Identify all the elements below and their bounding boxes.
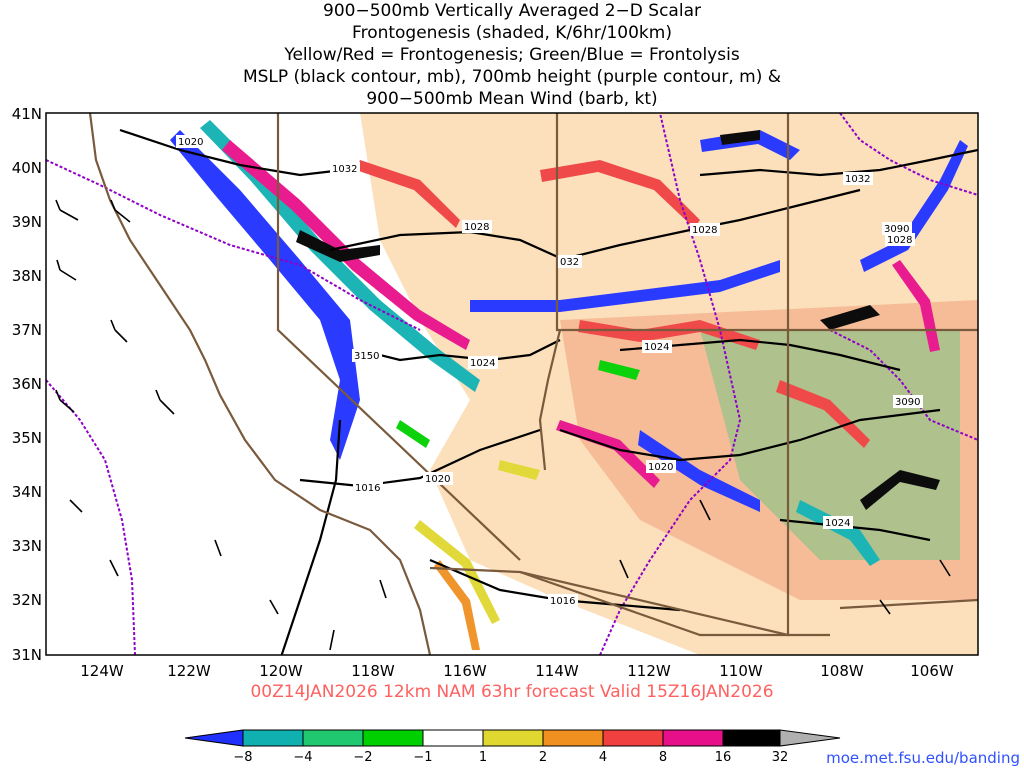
title-line-2: Frontogenesis (shaded, K/6hr/100km) xyxy=(352,23,672,43)
lon-label: 106W xyxy=(910,662,954,680)
forecast-valid-line: 00Z14JAN2026 12km NAM 63hr forecast Vali… xyxy=(250,682,774,702)
wind-barbs xyxy=(55,199,951,651)
colorbar-tick: 16 xyxy=(715,750,732,765)
contour-labels: 1020 1032 1028 032 1028 1032 3090 1028 3… xyxy=(176,135,923,607)
lat-label: 36N xyxy=(12,375,42,393)
lat-label: 33N xyxy=(12,537,42,555)
colorbar-segment xyxy=(662,729,724,747)
lon-label: 118W xyxy=(351,662,395,680)
colorbar-ticks: −8 −4 −2 −1 1 2 4 8 16 32 xyxy=(233,750,788,765)
contour-label: 3090 xyxy=(884,224,909,235)
contour-label: 1032 xyxy=(845,174,870,185)
lat-label: 31N xyxy=(12,646,42,664)
lon-label: 112W xyxy=(627,662,671,680)
colorbar-tick: 2 xyxy=(539,750,547,765)
lat-label: 38N xyxy=(12,267,42,285)
colorbar-tick: 4 xyxy=(599,750,607,765)
lon-label: 124W xyxy=(80,662,124,680)
colorbar-tick: −1 xyxy=(413,750,432,765)
colorbar-arrow-left xyxy=(184,729,244,747)
source-credit: moe.met.fsu.edu/banding xyxy=(826,749,1020,767)
colorbar-segment xyxy=(602,729,664,747)
contour-label: 1028 xyxy=(692,225,717,236)
colorbar-tick: −4 xyxy=(293,750,312,765)
lon-label: 122W xyxy=(167,662,211,680)
colorbar-segment xyxy=(422,729,484,747)
colorbar-segment xyxy=(362,729,424,747)
contour-label: 1024 xyxy=(470,358,495,369)
lon-label: 110W xyxy=(719,662,763,680)
colorbar-tick: 32 xyxy=(772,750,789,765)
title-line-1: 900−500mb Vertically Averaged 2−D Scalar xyxy=(323,1,701,21)
lon-label: 108W xyxy=(820,662,864,680)
contour-label: 3150 xyxy=(354,351,379,362)
lon-label: 120W xyxy=(259,662,303,680)
map-frame xyxy=(45,112,979,656)
title-line-3: Yellow/Red = Frontogenesis; Green/Blue =… xyxy=(284,45,740,65)
contour-label: 1016 xyxy=(550,596,575,607)
contour-label: 1028 xyxy=(464,222,489,233)
title-line-5: 900−500mb Mean Wind (barb, kt) xyxy=(366,89,658,109)
contour-label: 1024 xyxy=(825,518,850,529)
contour-label: 3090 xyxy=(895,397,920,408)
colorbar-tick: −8 xyxy=(233,750,252,765)
colorbar-segment xyxy=(302,729,364,747)
lat-label: 32N xyxy=(12,591,42,609)
contour-label: 1024 xyxy=(644,342,669,353)
longitude-labels: 124W 122W 120W 118W 116W 114W 112W 110W … xyxy=(80,662,954,680)
colorbar-segment xyxy=(542,729,604,747)
lat-label: 37N xyxy=(12,321,42,339)
lat-label: 35N xyxy=(12,429,42,447)
lon-label: 114W xyxy=(535,662,579,680)
lon-label: 116W xyxy=(443,662,487,680)
colorbar-segment xyxy=(482,729,544,747)
colorbar-tick: −2 xyxy=(353,750,372,765)
contour-label: 1020 xyxy=(178,137,203,148)
latitude-labels: 41N 40N 39N 38N 37N 36N 35N 34N 33N 32N … xyxy=(12,105,42,664)
contour-label: 1028 xyxy=(887,235,912,246)
contour-label: 032 xyxy=(560,257,579,268)
frontogenesis-shading xyxy=(170,113,978,655)
colorbar-segment xyxy=(242,729,304,747)
colorbar-arrow-right xyxy=(779,729,841,747)
contour-label: 1016 xyxy=(355,483,380,494)
lat-label: 34N xyxy=(12,483,42,501)
lat-label: 41N xyxy=(12,105,42,123)
contour-label: 1020 xyxy=(648,462,673,473)
colorbar-segment xyxy=(722,729,781,747)
colorbar: −8 −4 −2 −1 1 2 4 8 16 32 xyxy=(184,729,841,765)
height-contours xyxy=(46,113,978,655)
colorbar-tick: 8 xyxy=(659,750,667,765)
title-line-4: MSLP (black contour, mb), 700mb height (… xyxy=(242,67,782,87)
coastline-and-borders xyxy=(88,113,978,655)
contour-label: 1020 xyxy=(425,474,450,485)
lat-label: 39N xyxy=(12,213,42,231)
lat-label: 40N xyxy=(12,159,42,177)
map-field: 1020 1032 1028 032 1028 1032 3090 1028 3… xyxy=(46,113,978,655)
colorbar-tick: 1 xyxy=(479,750,487,765)
contour-label: 1032 xyxy=(332,164,357,175)
